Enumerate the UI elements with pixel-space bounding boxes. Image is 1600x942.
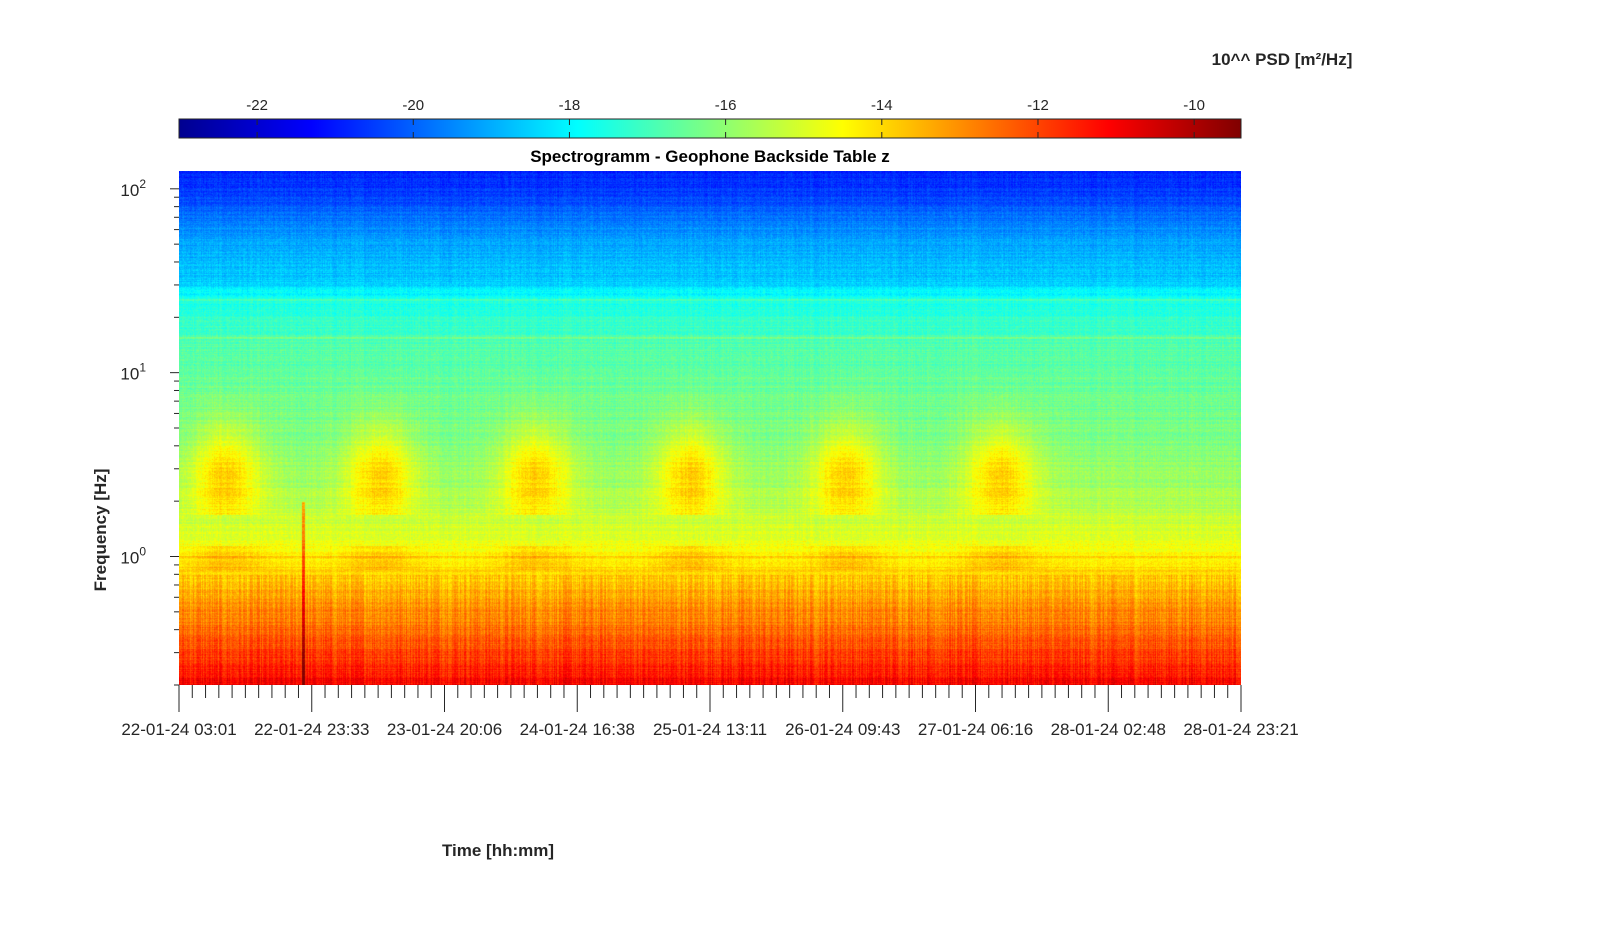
y-tick-label: 102 bbox=[120, 177, 146, 200]
colorbar bbox=[178, 118, 1242, 139]
colorbar-tick-label: -18 bbox=[559, 97, 581, 114]
y-axis: 102 101 100 bbox=[120, 177, 179, 686]
x-tick-label: 22-01-24 03:01 bbox=[121, 720, 236, 739]
colorbar-tick-label: -20 bbox=[402, 97, 424, 114]
colorbar-ticks: -22 -20 -18 -16 -14 -12 -10 bbox=[246, 97, 1205, 138]
colorbar-tick-label: -10 bbox=[1183, 97, 1205, 114]
y-tick-label: 101 bbox=[120, 361, 146, 384]
x-tick-label: 22-01-24 23:33 bbox=[254, 720, 369, 739]
colorbar-tick-label: -16 bbox=[715, 97, 737, 114]
x-tick-label: 26-01-24 09:43 bbox=[785, 720, 900, 739]
x-tick-label: 24-01-24 16:38 bbox=[520, 720, 635, 739]
chart-title: Spectrogramm - Geophone Backside Table z bbox=[530, 147, 890, 166]
colorbar-tick-label: -14 bbox=[871, 97, 893, 114]
colorbar-label: 10^^ PSD [m²/Hz] bbox=[1212, 50, 1353, 69]
x-tick-label: 25-01-24 13:11 bbox=[653, 720, 767, 739]
x-axis-label: Time [hh:mm] bbox=[442, 841, 554, 860]
y-tick-label: 100 bbox=[120, 545, 146, 568]
x-tick-label: 27-01-24 06:16 bbox=[918, 720, 1033, 739]
x-tick-label: 23-01-24 20:06 bbox=[387, 720, 502, 739]
spectrogram-heatmap bbox=[179, 171, 1241, 685]
colorbar-tick-label: -12 bbox=[1027, 97, 1049, 114]
colorbar-tick-label: -22 bbox=[246, 97, 268, 114]
y-axis-label: Frequency [Hz] bbox=[91, 469, 110, 592]
x-tick-label: 28-01-24 02:48 bbox=[1051, 720, 1166, 739]
x-tick-label: 28-01-24 23:21 bbox=[1183, 720, 1298, 739]
x-axis: 22-01-24 03:01 22-01-24 23:33 23-01-24 20:… bbox=[121, 685, 1299, 739]
